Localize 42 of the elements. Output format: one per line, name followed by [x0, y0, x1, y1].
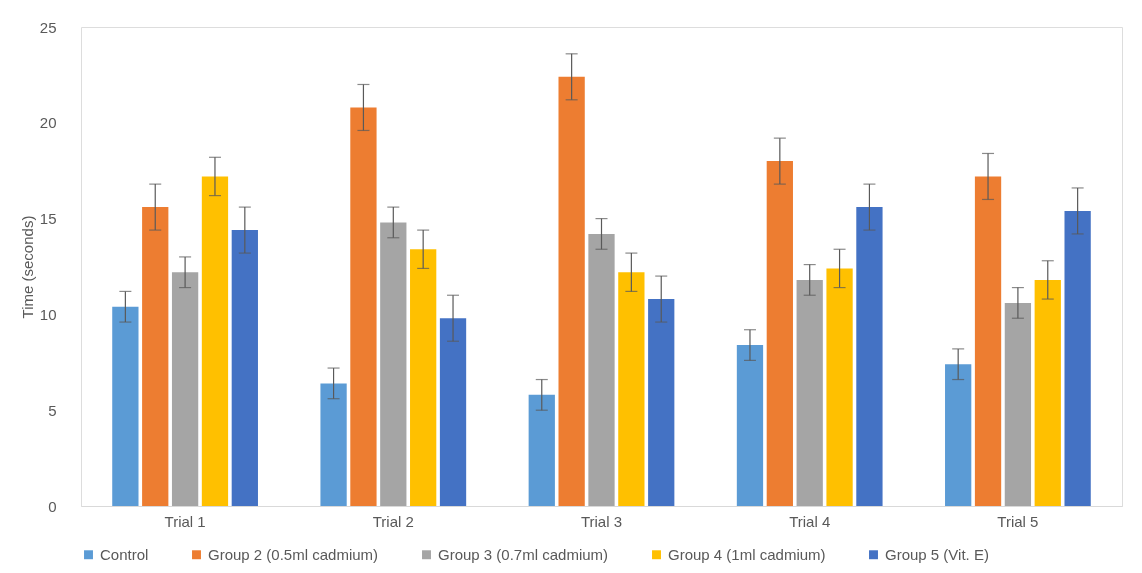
legend-label: Control [100, 545, 149, 563]
bar [1064, 210, 1091, 506]
y-tick-label: 20 [39, 114, 57, 132]
legend-label: Group 4 (1ml cadmium) [668, 545, 826, 563]
bar [1034, 279, 1061, 506]
bar [112, 306, 139, 506]
legend-label: Group 3 (0.7ml cadmium) [438, 545, 609, 563]
y-tick-label: 10 [39, 305, 57, 323]
bar [410, 249, 437, 506]
bar [142, 207, 169, 506]
bar [796, 279, 823, 506]
bar [974, 176, 1002, 506]
y-tick-label: 0 [48, 497, 57, 515]
x-tick-label: Trial 5 [997, 512, 1039, 530]
bar [528, 394, 555, 506]
bar [1004, 302, 1032, 506]
bar [856, 207, 883, 506]
legend-label: Group 5 (Vit. E) [885, 545, 989, 563]
bar [350, 107, 377, 506]
bar [201, 176, 229, 506]
x-tick-label: Trial 4 [789, 512, 831, 530]
bar [826, 268, 853, 506]
legend-label: Group 2 (0.5ml cadmium) [208, 545, 379, 563]
bar [439, 318, 467, 506]
bar [171, 272, 199, 506]
y-tick-label: 25 [39, 18, 57, 36]
bar [945, 364, 972, 506]
y-tick-label: 5 [48, 401, 57, 419]
bar [231, 230, 258, 506]
x-tick-label: Trial 3 [580, 512, 623, 530]
x-tick-label: Trial 2 [372, 512, 414, 530]
y-axis-title: Time (seconds) [18, 215, 36, 319]
bar [766, 161, 793, 506]
y-tick-label: 15 [39, 210, 57, 228]
bar [320, 383, 347, 506]
bar [736, 345, 764, 506]
bar [558, 76, 585, 506]
bar [588, 233, 615, 506]
bar [618, 272, 645, 506]
bar [648, 299, 675, 506]
x-tick-label: Trial 1 [164, 512, 206, 530]
bar [380, 222, 407, 506]
